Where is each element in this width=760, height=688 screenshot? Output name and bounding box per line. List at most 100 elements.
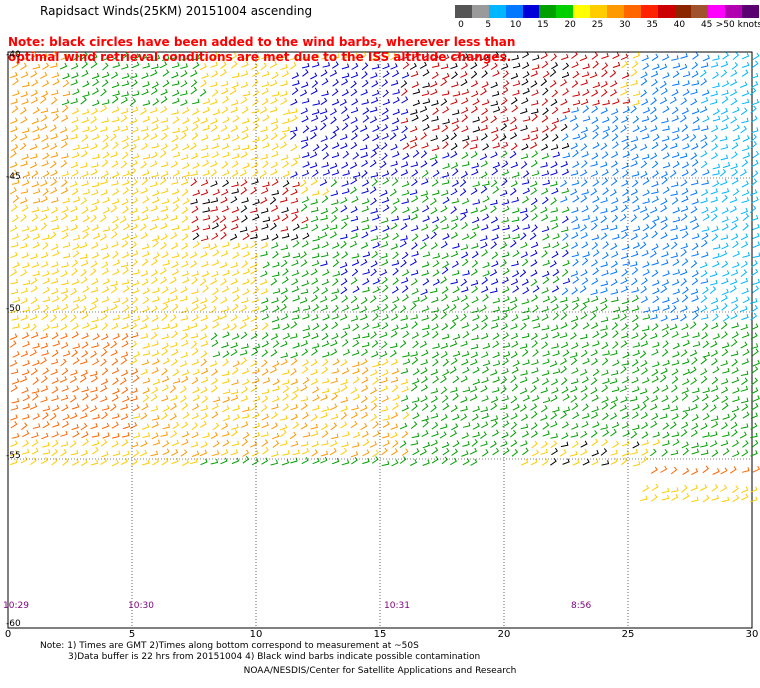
wind-barb [282,369,289,374]
wind-barb [192,297,198,303]
wind-barb [11,289,18,294]
wind-barb [280,142,286,149]
wind-barb [43,189,48,196]
wind-barb [20,107,26,114]
legend-swatch [691,5,708,18]
wind-barb [383,205,389,212]
wind-barb [391,412,397,418]
wind-barb [652,342,659,347]
wind-barb [222,170,228,176]
wind-barb [151,172,158,177]
wind-barb [431,388,438,393]
wind-barb [373,431,379,437]
wind-barb [191,87,197,94]
wind-barb [531,386,537,393]
wind-barb [442,287,448,294]
wind-barb [221,197,227,203]
wind-barb [123,314,130,320]
wind-barb [572,107,579,112]
wind-barb [512,449,518,456]
wind-barb [283,386,289,393]
wind-barb [433,260,439,267]
wind-barb [23,395,29,401]
wind-barb [581,270,587,276]
wind-barb [91,162,98,167]
wind-barb [83,215,89,222]
wind-barb [312,450,318,457]
wind-barb [72,404,79,409]
wind-barb [152,341,159,347]
wind-barb [252,170,258,177]
wind-barb [592,422,598,428]
wind-barb [742,145,749,150]
wind-barb [743,412,749,419]
wind-barb [591,350,597,356]
wind-barb [483,343,490,349]
wind-barb [471,71,476,78]
wind-barb [301,142,307,148]
wind-barb [152,459,158,466]
wind-barb [471,106,477,113]
wind-barb [543,397,550,402]
wind-barb [570,352,577,357]
wind-barb [363,278,369,284]
wind-barb [563,89,569,96]
x-tick-label: 10 [250,629,263,640]
wind-barb [490,288,497,293]
wind-barb [672,279,679,285]
wind-barb [253,90,259,97]
wind-barb [731,234,737,240]
wind-barb [423,442,430,448]
wind-barb [322,242,328,248]
wind-barb [640,496,647,501]
wind-barb [211,369,217,376]
wind-barb [20,198,27,204]
wind-barb [471,243,478,248]
wind-barb [432,190,439,195]
wind-barb [601,424,608,429]
wind-barb [621,366,626,373]
wind-barb [193,117,199,123]
wind-barb [402,126,408,133]
wind-barb [61,441,68,446]
wind-barb [223,117,229,123]
wind-barb [443,448,449,455]
wind-barb [282,127,289,132]
wind-barb [102,268,108,274]
wind-barb [272,396,279,402]
wind-barb [582,421,588,427]
wind-barb [650,126,656,132]
wind-barb [273,251,279,258]
wind-barb [730,467,736,474]
wind-barb [603,126,609,132]
wind-barb [372,457,378,464]
wind-barb [70,370,77,375]
wind-barb [581,386,587,392]
wind-barb [641,78,647,85]
wind-barb [131,459,137,466]
wind-barb [161,133,167,140]
wind-barb [283,394,289,401]
wind-barb [722,497,729,502]
wind-barb [102,72,109,78]
wind-barb [292,315,299,320]
wind-barb [641,341,648,347]
wind-barb [72,279,79,285]
wind-barb [400,134,406,140]
wind-barb [693,307,699,313]
wind-barb [643,396,649,403]
wind-barb [112,460,118,466]
wind-barb [663,432,669,438]
wind-barb [233,405,240,410]
wind-barb [491,397,497,403]
wind-barb [431,405,436,412]
wind-barb [182,234,188,241]
wind-barb [452,315,458,321]
wind-barb [682,359,689,365]
wind-barb [512,90,519,95]
wind-barb [232,458,239,464]
wind-barb [453,440,459,447]
wind-barb [450,304,456,311]
wind-barb [372,135,378,141]
wind-barb [362,206,369,212]
